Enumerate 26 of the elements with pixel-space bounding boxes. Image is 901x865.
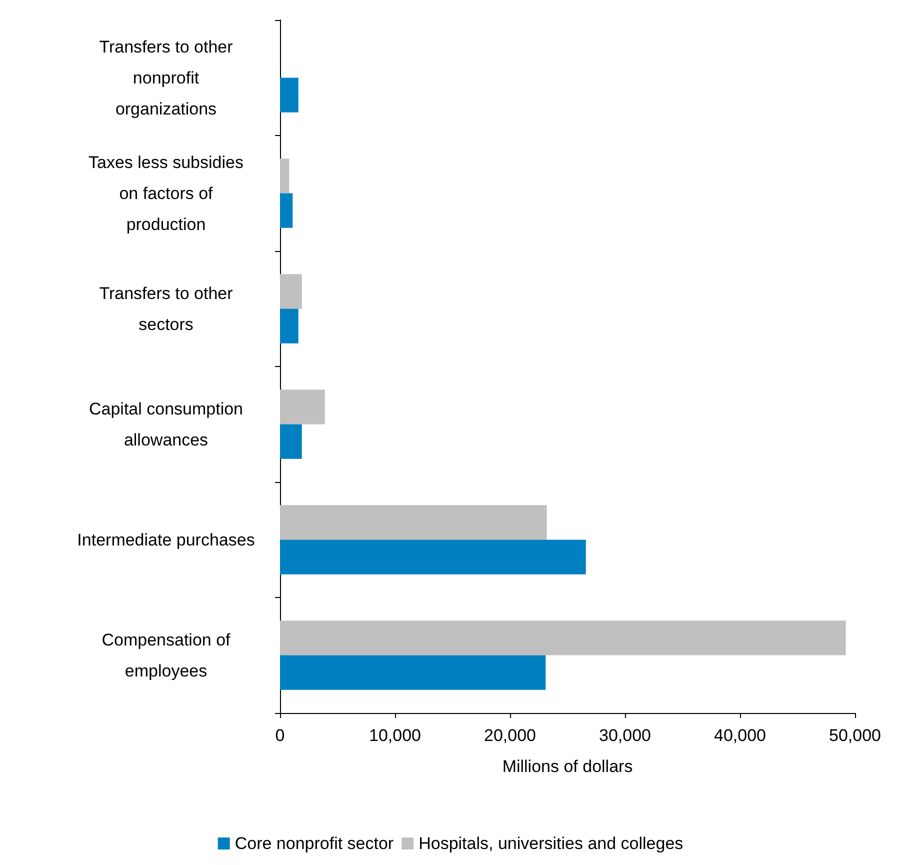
bar bbox=[280, 620, 846, 656]
bar bbox=[280, 193, 293, 228]
x-tick-label: 50,000 bbox=[829, 726, 881, 745]
y-tick-label: Capital consumption allowances bbox=[88, 399, 244, 450]
y-tick-label: Transfers to other sectors bbox=[99, 284, 234, 334]
x-tick-label: 40,000 bbox=[714, 726, 766, 745]
bar bbox=[280, 78, 298, 112]
bar bbox=[280, 505, 547, 540]
bar bbox=[280, 390, 325, 424]
bar bbox=[280, 424, 302, 459]
y-tick-label: Compensation of employees bbox=[102, 630, 231, 680]
bar bbox=[280, 274, 302, 309]
x-tick-label: 0 bbox=[275, 726, 285, 745]
x-tick-label: 10,000 bbox=[369, 726, 421, 745]
bar bbox=[280, 158, 290, 194]
x-axis-title: Millions of dollars bbox=[502, 757, 633, 776]
x-tick-label: 20,000 bbox=[484, 726, 536, 745]
bar bbox=[280, 308, 298, 344]
legend-label: Core nonprofit sector bbox=[234, 834, 394, 853]
legend-label: Hospitals, universities and colleges bbox=[418, 834, 684, 853]
bar bbox=[280, 655, 546, 690]
x-tick-label: 30,000 bbox=[599, 726, 651, 745]
bar bbox=[280, 540, 586, 574]
y-tick-label: Intermediate purchases bbox=[77, 530, 255, 550]
y-tick-label: Transfers to other nonprofit organizations bbox=[99, 37, 234, 118]
y-tick-label: Taxes less subsidies on factors of production bbox=[88, 152, 244, 234]
